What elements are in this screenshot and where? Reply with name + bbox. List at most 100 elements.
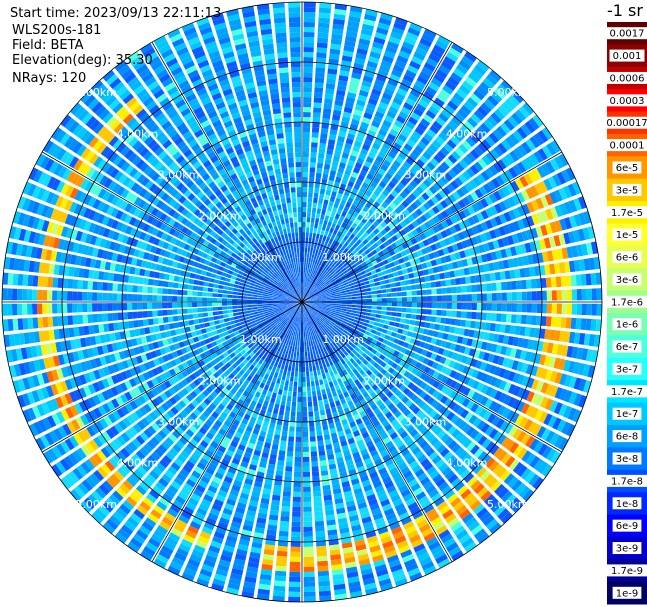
radar-cell <box>439 324 446 332</box>
radar-cell <box>354 379 361 386</box>
radar-cell <box>295 436 302 442</box>
radar-cell <box>455 431 465 442</box>
radar-cell <box>287 318 292 323</box>
radar-cell <box>257 322 263 327</box>
radar-cell <box>303 496 312 502</box>
radar-cell <box>348 371 355 378</box>
radar-cell <box>169 561 183 571</box>
radar-cell <box>508 383 517 395</box>
radar-cell <box>402 342 410 349</box>
radar-cell <box>526 215 535 227</box>
radar-cell <box>305 305 310 309</box>
radar-cell <box>303 292 306 298</box>
radar-cell <box>366 535 378 544</box>
radar-cell <box>158 416 168 425</box>
radar-cell <box>119 483 131 495</box>
radar-cell <box>334 247 340 254</box>
radar-cell <box>403 143 413 152</box>
radar-cell <box>295 361 299 367</box>
radar-cell <box>263 549 275 556</box>
radar-cell <box>321 373 327 380</box>
radar-cell <box>360 121 370 129</box>
radar-cell <box>341 541 353 549</box>
radar-cell <box>340 290 346 294</box>
radar-cell <box>133 508 145 520</box>
radar-cell <box>535 212 545 224</box>
radar-cell <box>463 120 475 132</box>
radar-cell <box>446 139 457 150</box>
radar-cell <box>535 380 545 392</box>
radar-cell <box>133 398 143 408</box>
radar-cell <box>347 576 360 584</box>
radar-cell <box>272 489 281 496</box>
radar-cell <box>226 587 239 596</box>
radar-cell <box>334 287 340 291</box>
radar-cell <box>364 349 371 356</box>
radar-cell <box>229 352 236 359</box>
radar-cell <box>179 436 188 446</box>
radar-cell <box>419 37 433 48</box>
radar-cell <box>573 393 582 407</box>
radar-cell <box>162 354 170 363</box>
radar-cell <box>390 331 397 338</box>
radar-cell <box>558 233 566 246</box>
radar-cell <box>356 308 362 312</box>
radar-cell <box>433 154 443 164</box>
radar-cell <box>289 566 301 572</box>
radar-cell <box>230 336 237 342</box>
radar-cell <box>335 277 341 282</box>
radar-cell <box>433 497 445 507</box>
radar-cell <box>311 303 317 305</box>
radar-cell <box>358 443 367 452</box>
radar-cell <box>391 234 399 242</box>
radar-cell <box>329 370 335 377</box>
radar-cell <box>326 294 332 297</box>
radar-cell <box>193 387 202 396</box>
radar-cell <box>529 407 539 419</box>
radar-cell <box>462 219 471 228</box>
radar-cell <box>258 358 264 365</box>
radar-cell <box>502 236 510 247</box>
radar-cell <box>380 255 387 261</box>
radar-cell <box>275 398 281 405</box>
radar-cell <box>358 242 365 249</box>
radar-cell <box>321 389 327 395</box>
radar-cell <box>299 326 301 332</box>
radar-cell <box>310 279 314 285</box>
radar-cell <box>319 245 324 251</box>
radar-cell <box>326 355 332 362</box>
radar-cell <box>254 423 262 431</box>
radar-cell <box>132 453 142 464</box>
radar-cell <box>333 583 346 591</box>
radar-cell <box>348 345 354 352</box>
radar-cell <box>446 295 452 302</box>
radar-cell <box>415 217 424 226</box>
radar-cell <box>468 179 478 190</box>
radar-cell <box>186 442 196 452</box>
radar-cell <box>275 367 280 374</box>
radar-cell <box>318 255 323 261</box>
radar-cell <box>549 329 556 341</box>
radar-cell <box>483 410 492 421</box>
radar-cell <box>371 309 377 314</box>
radar-cell <box>140 462 151 472</box>
radar-cell <box>224 376 232 384</box>
radar-cell <box>471 303 477 311</box>
radar-cell <box>458 159 469 169</box>
radar-cell <box>250 459 259 466</box>
radar-cell <box>396 297 402 302</box>
radar-cell <box>333 442 340 449</box>
radar-cell <box>478 244 486 254</box>
radar-cell <box>189 438 199 447</box>
radar-cell <box>364 330 371 336</box>
radar-cell <box>533 440 544 454</box>
radar-cell <box>361 80 372 88</box>
radar-cell <box>268 364 274 371</box>
radar-cell <box>425 351 433 359</box>
radar-cell <box>426 175 436 185</box>
radar-cell <box>180 538 193 548</box>
radar-cell <box>297 316 300 322</box>
radar-cell <box>444 124 455 134</box>
radar-cell <box>440 60 454 71</box>
radar-cell <box>400 45 413 55</box>
